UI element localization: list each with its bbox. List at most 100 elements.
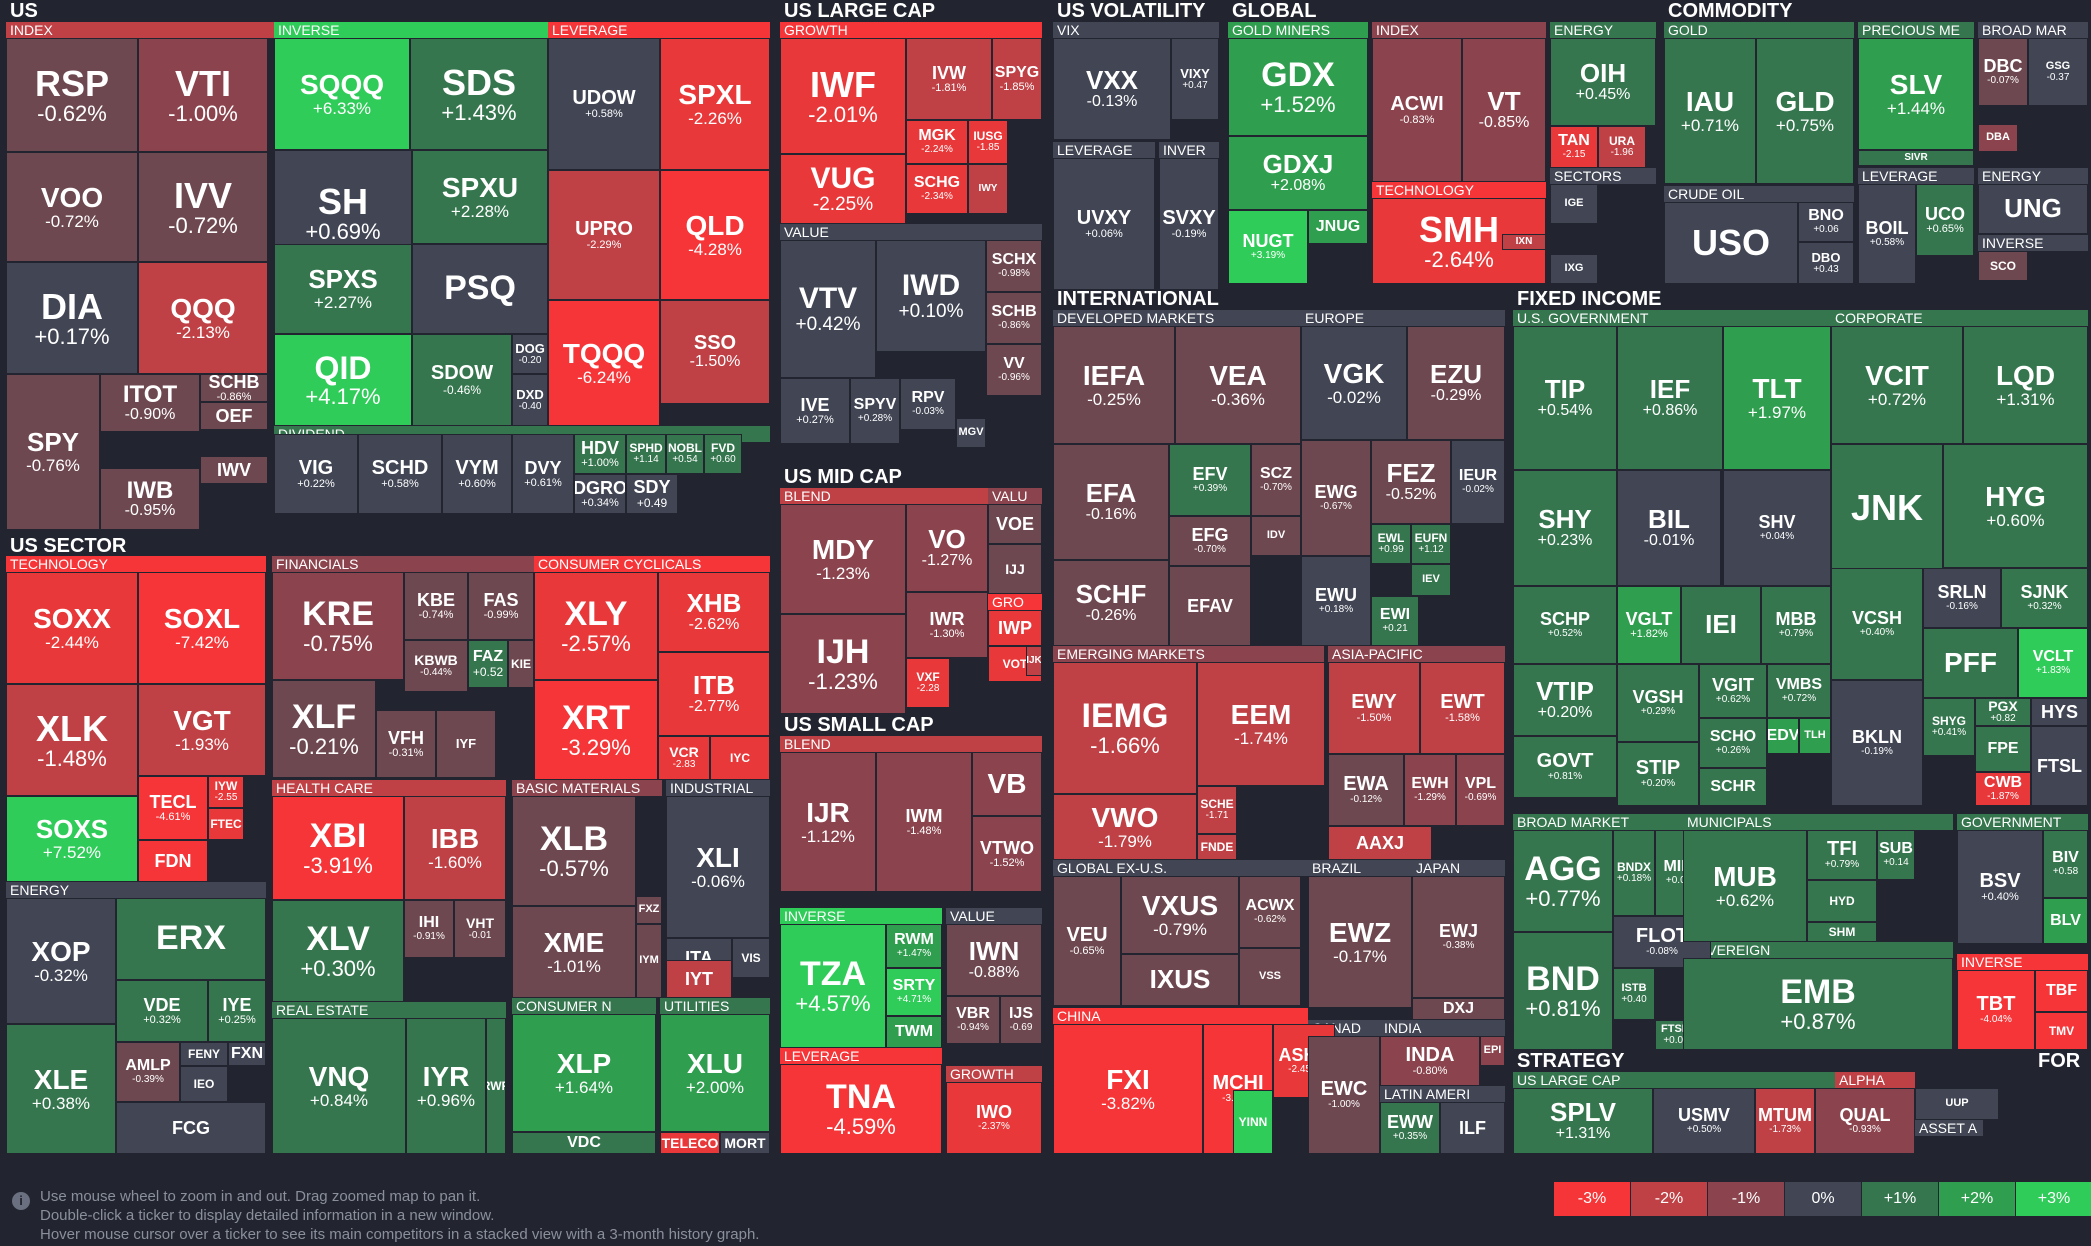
group-header-municipals[interactable]: Municipals bbox=[1683, 814, 1953, 830]
group-header-growth[interactable]: Growth bbox=[946, 1066, 1042, 1082]
group-header-japan[interactable]: Japan bbox=[1412, 860, 1505, 876]
ticker-tile-efa[interactable]: EFA -0.16% bbox=[1053, 444, 1169, 560]
ticker-tile-iyc[interactable]: IYC bbox=[710, 736, 770, 780]
ticker-tile-iyw[interactable]: IYW -2.55 bbox=[208, 776, 244, 808]
ticker-tile-ige[interactable]: IGE bbox=[1550, 184, 1598, 224]
ticker-tile-tna[interactable]: TNA -4.59% bbox=[780, 1064, 942, 1154]
ticker-tile-vgk[interactable]: VGK -0.02% bbox=[1301, 326, 1407, 440]
ticker-tile-kie[interactable]: KIE bbox=[508, 640, 534, 688]
ticker-tile-xlk[interactable]: XLK -1.48% bbox=[6, 684, 138, 796]
ticker-tile-tqqq[interactable]: TQQQ -6.24% bbox=[548, 300, 660, 426]
group-header-u-s-government[interactable]: U.S. Government bbox=[1513, 310, 1831, 326]
group-header-blend[interactable]: Blend bbox=[780, 488, 988, 504]
ticker-tile-vti[interactable]: VTI -1.00% bbox=[138, 38, 268, 152]
ticker-tile-efg[interactable]: EFG -0.70% bbox=[1169, 516, 1251, 566]
group-header-real-estate[interactable]: Real Estate bbox=[272, 1002, 506, 1018]
ticker-tile-scz[interactable]: SCZ -0.70% bbox=[1251, 444, 1301, 516]
group-header-basic-materials[interactable]: Basic Materials bbox=[512, 780, 662, 796]
ticker-tile-shv[interactable]: SHV +0.04% bbox=[1723, 470, 1831, 586]
ticker-tile-ibb[interactable]: IBB -1.60% bbox=[404, 796, 506, 900]
ticker-tile-dbc[interactable]: DBC -0.07% bbox=[1978, 38, 2028, 106]
ticker-tile-agg[interactable]: AGG +0.77% bbox=[1513, 830, 1613, 932]
ticker-tile-blv[interactable]: BLV bbox=[2043, 898, 2088, 944]
ticker-tile-vug[interactable]: VUG -2.25% bbox=[780, 154, 906, 224]
group-header-asset-a[interactable]: Asset A bbox=[1915, 1120, 1983, 1136]
ticker-tile-vwo[interactable]: VWO -1.79% bbox=[1053, 794, 1197, 860]
ticker-tile-kre[interactable]: KRE -0.75% bbox=[272, 572, 404, 680]
ticker-tile-efav[interactable]: EFAV bbox=[1169, 566, 1251, 646]
ticker-tile-vcit[interactable]: VCIT +0.72% bbox=[1831, 326, 1963, 444]
ticker-tile-twm[interactable]: TWM bbox=[886, 1016, 942, 1048]
ticker-tile-shm[interactable]: SHM bbox=[1807, 922, 1877, 942]
ticker-tile-iyf[interactable]: IYF bbox=[436, 710, 496, 778]
ticker-tile-iau[interactable]: IAU +0.71% bbox=[1664, 38, 1756, 184]
ticker-tile-ung[interactable]: UNG bbox=[1978, 184, 2088, 234]
ticker-tile-vcsh[interactable]: VCSH +0.40% bbox=[1831, 568, 1923, 680]
ticker-tile-vde[interactable]: VDE +0.32% bbox=[116, 980, 208, 1042]
ticker-tile-ijr[interactable]: IJR -1.12% bbox=[780, 752, 876, 892]
ticker-tile-gdxj[interactable]: GDXJ +2.08% bbox=[1228, 136, 1368, 210]
ticker-tile-nobl[interactable]: NOBL +0.54 bbox=[666, 434, 704, 474]
ticker-tile-dia[interactable]: DIA +0.17% bbox=[6, 262, 138, 374]
ticker-tile-yinn[interactable]: YINN bbox=[1233, 1090, 1273, 1154]
ticker-tile-mgv[interactable]: MGV bbox=[956, 418, 986, 448]
ticker-tile-tza[interactable]: TZA +4.57% bbox=[780, 924, 886, 1048]
group-header-utilities[interactable]: Utilities bbox=[660, 998, 770, 1014]
ticker-tile-ura[interactable]: URA -1.96 bbox=[1598, 126, 1646, 168]
ticker-tile-tbt[interactable]: TBT -4.04% bbox=[1957, 970, 2035, 1050]
ticker-tile-amlp[interactable]: AMLP -0.39% bbox=[116, 1042, 180, 1102]
group-header-value[interactable]: Value bbox=[946, 908, 1042, 924]
group-header-gold-miners[interactable]: Gold Miners bbox=[1228, 22, 1368, 38]
group-header-india[interactable]: India bbox=[1380, 1020, 1505, 1036]
ticker-tile-emb[interactable]: EMB +0.87% bbox=[1683, 958, 1953, 1050]
ticker-tile-acwi[interactable]: ACWI -0.83% bbox=[1372, 38, 1462, 182]
ticker-tile-schd[interactable]: SCHD +0.58% bbox=[358, 434, 442, 514]
ticker-tile-gsg[interactable]: GSG -0.37 bbox=[2028, 38, 2088, 106]
ticker-tile-tbf[interactable]: TBF bbox=[2035, 970, 2088, 1012]
ticker-tile-schr[interactable]: SCHR bbox=[1699, 768, 1767, 806]
group-header-growth[interactable]: Growth bbox=[780, 22, 1042, 38]
ticker-tile-bil[interactable]: BIL -0.01% bbox=[1617, 470, 1721, 586]
group-header-industrial[interactable]: Industrial bbox=[666, 780, 770, 796]
ticker-tile-srty[interactable]: SRTY +4.71% bbox=[886, 968, 942, 1016]
ticker-tile-mdy[interactable]: MDY -1.23% bbox=[780, 504, 906, 614]
ticker-tile-sso[interactable]: SSO -1.50% bbox=[660, 300, 770, 404]
group-header-vix[interactable]: VIX bbox=[1053, 22, 1219, 38]
ticker-tile-sds[interactable]: SDS +1.43% bbox=[410, 38, 548, 150]
ticker-tile-ewy[interactable]: EWY -1.50% bbox=[1328, 662, 1420, 754]
ticker-tile-vgsh[interactable]: VGSH +0.29% bbox=[1617, 664, 1699, 742]
ticker-tile-scho[interactable]: SCHO +0.26% bbox=[1699, 718, 1767, 768]
ticker-tile-eem[interactable]: EEM -1.74% bbox=[1197, 662, 1325, 786]
ticker-tile-feny[interactable]: FENY bbox=[180, 1042, 228, 1066]
ticker-tile-iwf[interactable]: IWF -2.01% bbox=[780, 38, 906, 154]
ticker-tile-spxs[interactable]: SPXS +2.27% bbox=[274, 244, 412, 334]
ticker-tile-fxi[interactable]: FXI -3.82% bbox=[1053, 1024, 1203, 1154]
ticker-tile-inda[interactable]: INDA -0.80% bbox=[1380, 1036, 1480, 1086]
group-header-leverage[interactable]: Leverage bbox=[1053, 142, 1155, 158]
ticker-tile-iwb[interactable]: IWB -0.95% bbox=[100, 468, 200, 530]
ticker-tile-ivw[interactable]: IVW -1.81% bbox=[906, 38, 992, 120]
ticker-tile-sche[interactable]: SCHE -1.71 bbox=[1197, 786, 1237, 834]
group-header-broad-mar[interactable]: Broad Mar bbox=[1978, 22, 2088, 38]
ticker-tile-qqq[interactable]: QQQ -2.13% bbox=[138, 262, 268, 374]
ticker-tile-kbe[interactable]: KBE -0.74% bbox=[404, 572, 468, 640]
ticker-tile-qual[interactable]: QUAL -0.93% bbox=[1815, 1088, 1915, 1154]
group-header-gold[interactable]: Gold bbox=[1664, 22, 1854, 38]
ticker-tile-vdc[interactable]: VDC bbox=[512, 1132, 656, 1154]
group-header-us-large-cap[interactable]: US Large Cap bbox=[1513, 1072, 1835, 1088]
ticker-tile-xly[interactable]: XLY -2.57% bbox=[534, 572, 658, 680]
group-header-inverse[interactable]: Inverse bbox=[1957, 954, 2088, 970]
ticker-tile-iwv[interactable]: IWV bbox=[200, 456, 268, 484]
group-header-value[interactable]: Value bbox=[780, 224, 1042, 240]
group-header-energy[interactable]: Energy bbox=[1550, 22, 1656, 38]
ticker-tile-gld[interactable]: GLD +0.75% bbox=[1756, 38, 1854, 184]
group-header-leverage[interactable]: Leverage bbox=[548, 22, 770, 38]
ticker-tile-eufn[interactable]: EUFN +1.12 bbox=[1411, 524, 1451, 564]
ticker-tile-mub[interactable]: MUB +0.62% bbox=[1683, 830, 1807, 942]
ticker-tile-jnk[interactable]: JNK bbox=[1831, 444, 1943, 572]
ticker-tile-bkln[interactable]: BKLN -0.19% bbox=[1831, 680, 1923, 806]
ticker-tile-qid[interactable]: QID +4.17% bbox=[274, 334, 412, 426]
ticker-tile-fxz[interactable]: FXZ bbox=[636, 896, 662, 924]
ticker-tile-oef[interactable]: OEF bbox=[200, 402, 268, 430]
ticker-tile-iye[interactable]: IYE +0.25% bbox=[208, 980, 266, 1042]
